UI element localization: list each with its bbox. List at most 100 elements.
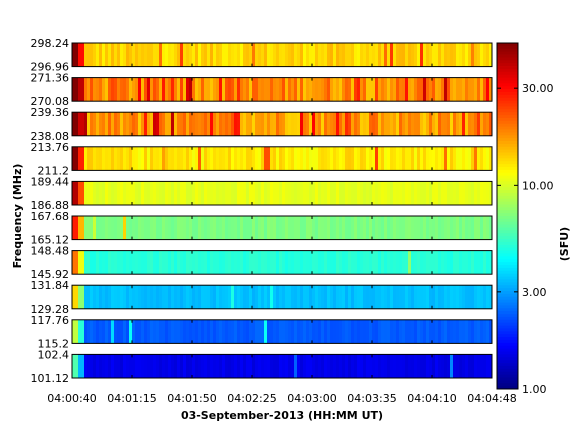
band-cell <box>423 146 427 171</box>
band-cell <box>417 285 421 309</box>
band-cell <box>273 43 277 67</box>
band-cell <box>222 216 226 240</box>
band-cell <box>453 319 457 344</box>
colorbar-step <box>497 60 518 64</box>
band-cell <box>360 216 364 240</box>
band-cell <box>90 216 94 240</box>
band-cell <box>261 77 265 102</box>
band-cell <box>288 354 292 378</box>
band-cell <box>333 319 337 344</box>
band-frame <box>71 42 493 68</box>
band-cell <box>345 43 349 67</box>
band-cell <box>150 319 154 344</box>
band-cell <box>420 112 424 136</box>
band-cell <box>219 43 223 67</box>
band-cell <box>195 181 199 205</box>
band-cell <box>396 112 400 136</box>
band-cell <box>414 285 418 309</box>
band-cell <box>465 146 469 171</box>
band-cell <box>78 354 82 378</box>
band-cell <box>369 43 373 67</box>
band-cell <box>441 43 445 67</box>
band-cell <box>339 250 343 275</box>
colorbar-step <box>497 181 518 185</box>
band-cell <box>417 146 421 171</box>
band-cell <box>255 77 259 102</box>
colorbar-step <box>497 117 518 122</box>
band-cell <box>114 43 118 67</box>
band-cell <box>432 146 436 171</box>
band-cell <box>153 250 157 275</box>
band-cell <box>195 112 199 136</box>
band-cell <box>285 250 289 275</box>
band-cell <box>153 146 157 171</box>
band-cell <box>297 112 301 136</box>
colorbar-step <box>497 311 518 315</box>
band-cell <box>135 354 139 378</box>
band-cell <box>126 146 130 171</box>
band-cell <box>93 43 97 67</box>
band-cell <box>381 77 385 102</box>
band-cell <box>453 181 457 205</box>
band-cell <box>342 285 346 309</box>
colorbar-step <box>497 135 518 139</box>
band-cell <box>366 216 370 240</box>
band-cell <box>72 285 76 309</box>
colorbar-step <box>497 360 518 364</box>
band-cell <box>417 250 421 275</box>
colorbar-step <box>497 43 518 47</box>
band-cell <box>402 77 406 102</box>
colorbar-step <box>497 207 518 211</box>
band-cell <box>342 146 346 171</box>
band-cell <box>249 319 253 344</box>
band-cell <box>360 181 364 205</box>
band-cell <box>285 285 289 309</box>
band-cell <box>210 354 214 378</box>
band-cell <box>249 354 253 378</box>
band-cell <box>387 354 391 378</box>
band-cell <box>105 181 109 205</box>
band-cell <box>288 146 292 171</box>
band-cell <box>249 216 253 240</box>
band-cell <box>312 319 316 344</box>
band-cell <box>102 250 106 275</box>
band-cell <box>249 112 253 136</box>
band-cell <box>201 319 205 344</box>
colorbar-step <box>497 371 518 375</box>
band-cell <box>351 77 355 102</box>
band-cell <box>348 43 352 67</box>
x-tick-label: 04:01:15 <box>107 392 156 405</box>
band-cell <box>276 43 280 67</box>
band-cell <box>207 250 211 275</box>
band-cell <box>102 285 106 309</box>
band-cell <box>399 285 403 309</box>
band-cell <box>210 216 214 240</box>
band-cell <box>177 354 181 378</box>
band-cell <box>411 354 415 378</box>
band-cell <box>141 43 145 67</box>
band-cell <box>372 181 376 205</box>
band-cell <box>171 354 175 378</box>
band-cell <box>174 146 178 171</box>
colorbar-step <box>497 296 518 301</box>
band-cell <box>198 112 202 136</box>
band-cell <box>72 112 76 136</box>
band-cell <box>243 181 247 205</box>
band-cell <box>117 285 121 309</box>
band-cell <box>348 250 352 275</box>
band-cell <box>396 354 400 378</box>
colorbar-step <box>497 138 518 142</box>
band-cell <box>120 250 124 275</box>
band-cell <box>306 354 310 378</box>
band-cell <box>156 319 160 344</box>
band-cell <box>288 319 292 344</box>
band-cell <box>450 216 454 240</box>
band-cell <box>186 77 190 102</box>
band-cell <box>435 285 439 309</box>
band-cell <box>381 250 385 275</box>
band-cell <box>162 146 166 171</box>
band-cell <box>324 77 328 102</box>
band-cell <box>195 285 199 309</box>
band-cell <box>465 181 469 205</box>
band-cell <box>144 216 148 240</box>
